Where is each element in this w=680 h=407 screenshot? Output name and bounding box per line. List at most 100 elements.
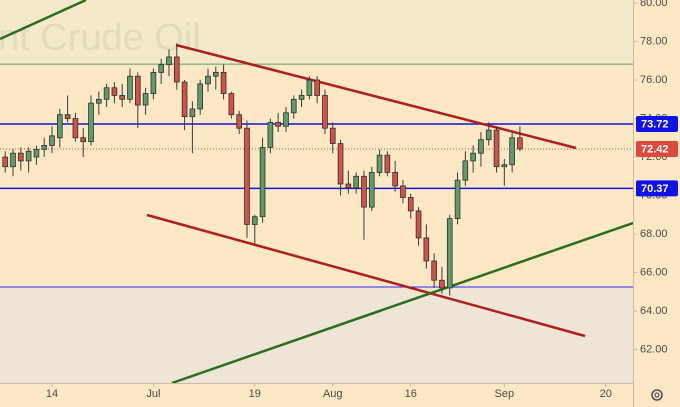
- candle-body: [517, 137, 523, 150]
- candle-body: [259, 147, 266, 218]
- candle-body: [10, 152, 16, 168]
- candle-body: [454, 179, 461, 220]
- candle-body: [376, 154, 383, 173]
- candle-body: [33, 148, 40, 158]
- candle-body: [244, 127, 250, 225]
- candle-body: [283, 112, 289, 127]
- x-tick-label: 19: [249, 388, 261, 400]
- candle-body: [64, 114, 71, 119]
- x-tick-label: Aug: [323, 388, 343, 400]
- candle-body: [95, 98, 102, 104]
- y-axis-panel: [633, 0, 680, 407]
- candle-body: [80, 137, 87, 143]
- candle-body: [392, 172, 398, 187]
- candle-body: [439, 279, 445, 289]
- candles: [2, 43, 523, 296]
- candle-body: [275, 122, 281, 127]
- y-tick-label: 68.00: [640, 228, 668, 240]
- trend-lines: [0, 0, 633, 383]
- candle-body: [431, 260, 437, 281]
- candle-body: [150, 71, 157, 94]
- price-label-box: [636, 140, 678, 157]
- candle-body: [142, 93, 149, 106]
- candle-body: [353, 175, 359, 189]
- price-label-box: [636, 180, 678, 197]
- x-axis-panel: [0, 383, 633, 407]
- y-tick-label: 78.00: [640, 35, 668, 47]
- y-tick-label: 66.00: [640, 266, 668, 278]
- candle-body: [384, 154, 391, 173]
- candle-body: [134, 75, 141, 106]
- candle-body: [329, 127, 336, 144]
- candle-body: [290, 98, 297, 114]
- candle-body: [205, 75, 211, 85]
- levels: [0, 63, 633, 288]
- candle-body: [236, 114, 242, 129]
- y-tick-label: 76.00: [640, 74, 668, 86]
- y-tick-label: 80.00: [640, 0, 668, 9]
- candle-body: [173, 56, 180, 83]
- candle-body: [501, 164, 508, 168]
- candle-body: [212, 71, 219, 77]
- trend-line: [175, 43, 577, 150]
- x-tick-label: 16: [405, 388, 417, 400]
- candle-body: [228, 93, 235, 116]
- bands: [0, 0, 633, 383]
- candle-body: [197, 83, 204, 110]
- candle-body: [400, 185, 406, 198]
- price-labels: 73.72 70.37 72.42: [636, 115, 678, 197]
- candle-body: [251, 216, 258, 225]
- x-tick-label: Sep: [495, 388, 515, 400]
- candle-body: [56, 114, 63, 139]
- price-label: 70.37: [641, 183, 669, 195]
- candle-body: [368, 172, 375, 208]
- candle-body: [423, 237, 430, 262]
- candle-body: [18, 152, 24, 162]
- candle-body: [470, 152, 476, 162]
- candle-body: [485, 129, 492, 141]
- y-tick-label: 62.00: [640, 343, 668, 355]
- candle-body: [166, 56, 172, 66]
- candle-body: [49, 135, 55, 146]
- candle-body: [407, 197, 414, 212]
- candle-body: [415, 210, 422, 239]
- candle-body: [127, 75, 133, 100]
- price-label-box: [636, 115, 678, 132]
- candle-body: [314, 79, 320, 96]
- candle-body: [462, 160, 469, 181]
- candle-body: [267, 122, 274, 148]
- candle-body: [72, 118, 79, 139]
- candle-body: [478, 139, 484, 154]
- y-tick-label: 64.00: [640, 305, 668, 317]
- candle-body: [298, 95, 305, 100]
- candle-body: [189, 108, 196, 118]
- candle-body: [25, 150, 32, 162]
- zone: [0, 286, 633, 383]
- watermark: nt Crude Oil: [0, 17, 201, 59]
- trend-line: [0, 0, 87, 41]
- price-label: 72.42: [641, 143, 669, 155]
- candle-body: [111, 87, 118, 96]
- settings-icon[interactable]: [651, 389, 663, 401]
- x-tick-label: 14: [46, 388, 58, 400]
- x-tick-label: Jul: [146, 388, 160, 400]
- candle-body: [158, 64, 165, 73]
- candle-body: [322, 95, 328, 129]
- candle-body: [88, 102, 94, 143]
- price-label: 73.72: [641, 118, 669, 130]
- candle-body: [181, 81, 188, 118]
- candle-body: [345, 183, 352, 189]
- candle-body: [220, 71, 227, 94]
- trend-line: [171, 221, 633, 383]
- candle-body: [337, 143, 344, 185]
- zone: [0, 0, 633, 65]
- candle-body: [103, 87, 110, 100]
- candle-body: [446, 218, 453, 289]
- candle-body: [119, 95, 126, 100]
- candle-body: [509, 137, 515, 166]
- trend-line: [146, 213, 586, 338]
- candle-body: [306, 79, 313, 96]
- candle-body: [41, 145, 48, 150]
- candle-body: [2, 156, 9, 168]
